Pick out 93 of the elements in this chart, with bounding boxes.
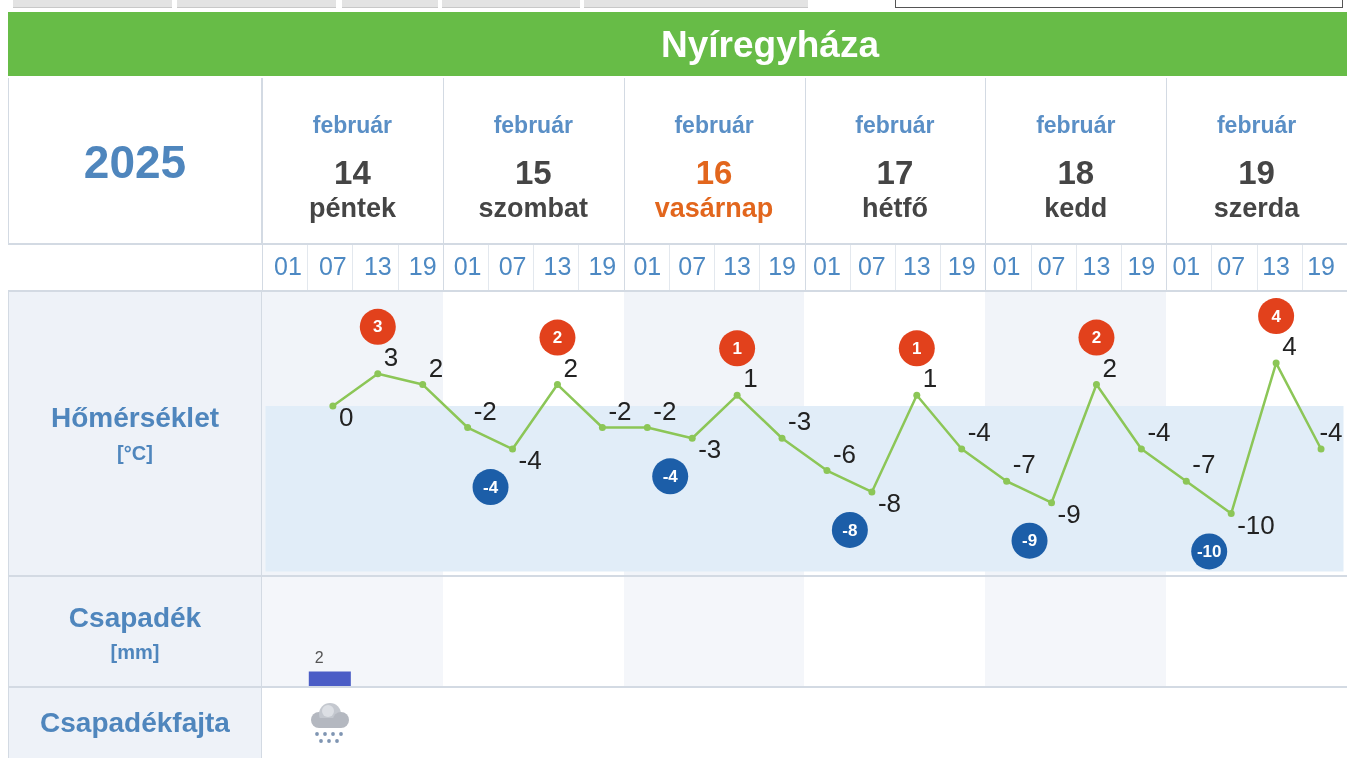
point: [688, 434, 696, 442]
point: [553, 381, 561, 389]
x-tick-label: 07: [678, 251, 707, 280]
data-label: 0: [338, 402, 354, 433]
annotation: -4: [482, 477, 499, 497]
x-tick-label: 07: [318, 251, 347, 280]
point: [374, 370, 382, 378]
x-tick-label: 13: [543, 251, 572, 280]
point: [1048, 499, 1056, 507]
text: Csapadékfajta: [40, 707, 230, 738]
point: [778, 434, 786, 442]
data-label: 4: [1282, 331, 1297, 362]
x-tick-label: 19: [408, 251, 437, 280]
data-label: -2: [653, 395, 677, 426]
annotation: 3: [373, 317, 383, 337]
data-label: -4: [518, 445, 542, 476]
point: [823, 467, 831, 474]
annotation: 2: [552, 328, 563, 348]
data-label: 2: [1102, 352, 1117, 383]
y-axis-title: Hőmérséklet [°C]: [50, 402, 220, 464]
data-label: -7: [1192, 449, 1216, 480]
text: február 17 hétfő: [855, 111, 935, 223]
data-label: -3: [698, 434, 722, 465]
x-tick-label: 13: [1082, 251, 1111, 280]
x-tick-label: 01: [274, 251, 302, 280]
x-tick-label: 19: [1127, 251, 1156, 280]
y-axis-title: Csapadék [mm]: [68, 602, 202, 663]
x-tick-label: 13: [723, 251, 752, 280]
x-tick-label: 13: [902, 251, 931, 280]
data-label: 3: [383, 341, 399, 372]
annotation: -10: [1196, 542, 1222, 562]
data-label: 1: [743, 363, 758, 394]
data-label: 2: [314, 649, 324, 667]
data-label: -7: [1012, 449, 1036, 480]
x-tick-label: 01: [1172, 251, 1201, 280]
data-label: 1: [922, 363, 938, 394]
x-tick-label: 01: [813, 251, 841, 280]
data-label: -8: [877, 488, 901, 519]
annotation: 4: [1271, 306, 1282, 326]
x-tick-label: 19: [768, 251, 796, 280]
data-label: -6: [832, 438, 857, 469]
point: [509, 445, 517, 453]
x-tick-label: 19: [1307, 251, 1335, 280]
point: [1227, 509, 1235, 517]
point: [1182, 477, 1190, 485]
text: február 15 szombat: [478, 111, 589, 223]
point: [1137, 445, 1145, 453]
chart-subtitle: 2025: [83, 136, 187, 188]
data-label: -2: [608, 395, 632, 426]
x-tick-label: 13: [363, 251, 392, 280]
data-label: 2: [428, 352, 444, 383]
annotation: 1: [912, 338, 922, 358]
data-label: -4: [967, 417, 991, 448]
text: február 16 vasárnap: [654, 111, 774, 223]
x-tick-label: 07: [1037, 251, 1066, 280]
point: [329, 402, 337, 410]
x-tick-label: 07: [1217, 251, 1246, 280]
point: [419, 381, 427, 389]
x-tick-label: 19: [588, 251, 617, 280]
x-tick-label: 19: [947, 251, 976, 280]
chart-title: Nyíregyháza: [661, 23, 879, 65]
data-label: -2: [473, 395, 497, 426]
annotation: -4: [662, 466, 679, 486]
annotation: -9: [1021, 531, 1038, 551]
x-tick-label: 07: [498, 251, 527, 280]
text: február 18 kedd: [1036, 111, 1116, 223]
point: [1272, 359, 1280, 367]
x-tick-label: 01: [992, 251, 1021, 280]
annotation: -8: [842, 520, 858, 540]
point: [913, 391, 921, 399]
point: [464, 424, 472, 432]
point: [1003, 477, 1011, 485]
x-tick-label: 13: [1262, 251, 1291, 280]
text: február 19 szerda: [1213, 111, 1300, 223]
data-label: -4: [1147, 417, 1171, 448]
point: [1092, 381, 1100, 389]
annotation: 1: [732, 338, 742, 358]
data-label: -9: [1057, 498, 1081, 529]
data-label: 2: [563, 352, 578, 383]
x-tick-label: 07: [857, 251, 886, 280]
annotation: 2: [1091, 328, 1102, 348]
data-label: -4: [1319, 417, 1343, 448]
point: [733, 391, 741, 399]
data-label: -3: [788, 406, 812, 437]
point: [868, 488, 876, 496]
text: február 14 péntek: [308, 111, 396, 223]
point: [1317, 445, 1325, 453]
point: [598, 424, 606, 432]
data-label: -10: [1237, 509, 1275, 540]
x-tick-label: 01: [633, 251, 662, 280]
point: [958, 445, 966, 453]
x-tick-label: 01: [453, 251, 482, 280]
point: [643, 424, 651, 432]
